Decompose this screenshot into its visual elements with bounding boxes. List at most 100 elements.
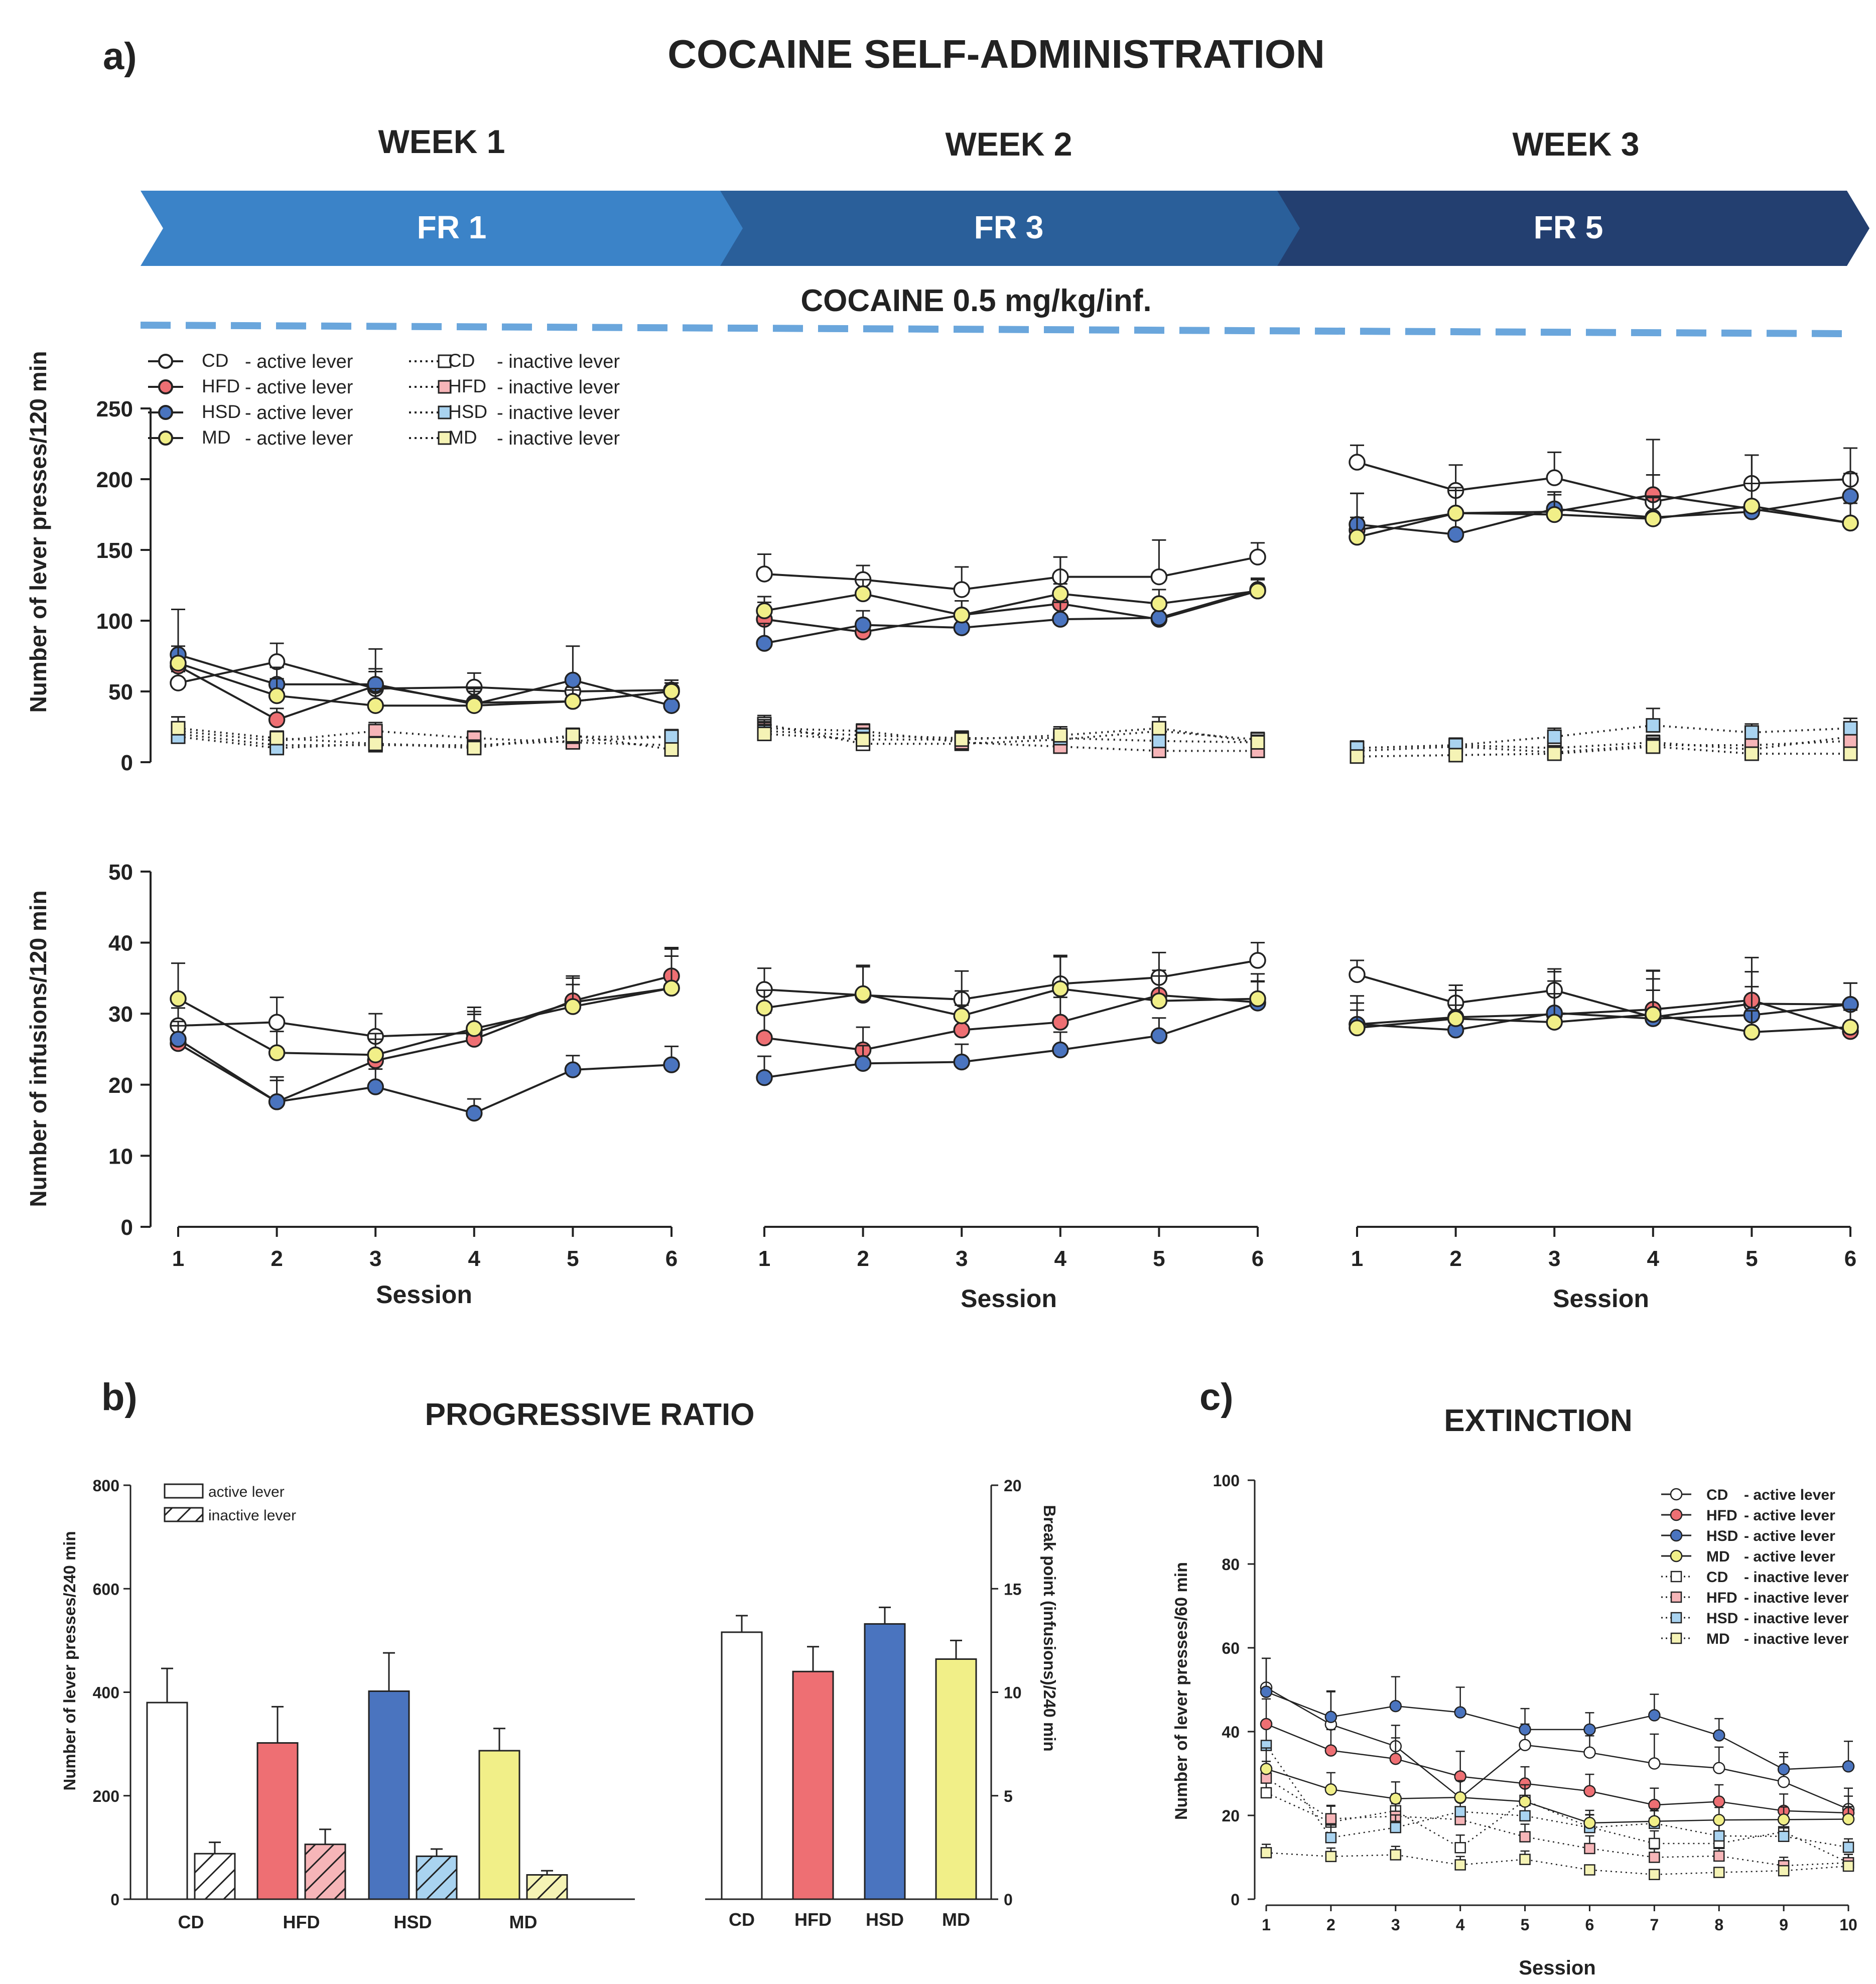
lever-w3-inactive-md-marker — [1744, 746, 1759, 761]
pr-lever-category-label: MD — [509, 1912, 538, 1932]
legend-hfd-inactive-marker — [438, 380, 452, 394]
legend-c-md-group: MD — [1706, 1631, 1730, 1647]
extinction-active-hfd-marker — [1389, 1753, 1402, 1765]
extinction-active-hsd-marker — [1648, 1709, 1661, 1722]
lever-w2-inactive-md-marker — [757, 727, 772, 742]
lever-w2-active-hfd-line — [764, 590, 1258, 633]
lever-w3-active-cd-marker — [1349, 454, 1366, 471]
pr-active-md-bar — [478, 1750, 520, 1900]
panel-c-label: c) — [1199, 1376, 1234, 1419]
breakpoint-cd-bar — [721, 1631, 763, 1900]
infusions-w2-md-marker — [1249, 990, 1266, 1008]
infusions-w2-md-marker — [756, 1000, 773, 1017]
infusions-w2-hfd-marker — [1052, 1014, 1069, 1031]
infusions-x-tick-label: 6 — [1844, 1246, 1856, 1271]
infusions-w2-hfd-line — [764, 994, 1258, 1051]
lever-w3-active-hfd-line — [1357, 493, 1851, 531]
extinction-active-hsd-marker — [1583, 1723, 1596, 1736]
infusions-x-tick-label: 1 — [172, 1246, 184, 1271]
extinction-active-cd-marker — [1777, 1775, 1790, 1788]
lever-w3-inactive-hsd-line — [1357, 724, 1851, 749]
extinction-inactive-md-line — [1266, 1852, 1849, 1875]
lever-w3-active-hsd-line — [1357, 495, 1851, 536]
infusions-w1-hsd-marker — [466, 1104, 483, 1122]
extinction-inactive-hsd-marker — [1454, 1806, 1466, 1817]
lever-presses-y-axis-label: Number of lever presses/120 min — [25, 351, 51, 713]
legend-hfd-group: HFD — [202, 376, 240, 396]
week-1-label: WEEK 1 — [378, 123, 505, 160]
infusions-y-tick-label: 30 — [108, 1002, 133, 1027]
extinction-active-md-marker — [1583, 1816, 1596, 1829]
infusions-w2-md-line — [764, 987, 1258, 1017]
infusions-w1-hsd-marker — [564, 1061, 582, 1078]
extinction-y-axis-label: Number of lever presses/60 min — [1172, 1562, 1191, 1820]
lever-w1-inactive-md-line — [178, 727, 672, 751]
infusions-x-tick-label: 4 — [1054, 1246, 1067, 1271]
breakpoint-category-label: HSD — [866, 1909, 904, 1930]
lever-w1-active-md-line — [178, 662, 672, 707]
lever-w1-active-hsd-marker — [564, 671, 582, 689]
lever-w3-active-md-marker — [1743, 497, 1761, 515]
infusions-w2-hfd-marker — [756, 1029, 773, 1047]
infusions-w1-md-marker — [466, 1020, 483, 1037]
legend-hsd-inactive-text: - inactive lever — [497, 402, 620, 423]
extinction-x-tick-label: 4 — [1456, 1916, 1465, 1934]
lever-w1-active-hsd-line — [178, 653, 672, 707]
infusions-x-tick-label: 5 — [567, 1246, 579, 1271]
infusions-x-tick-label: 1 — [758, 1246, 770, 1271]
fr5-label: FR 5 — [1534, 209, 1603, 245]
cocaine-dose-label: COCAINE 0.5 mg/kg/inf. — [800, 284, 1151, 318]
infusions-x-tick-label: 3 — [369, 1246, 381, 1271]
infusions-x-tick-label: 6 — [665, 1246, 678, 1271]
pr-lever-y-tick-label: 600 — [93, 1580, 119, 1598]
legend-c-md-active-marker — [1670, 1549, 1683, 1563]
extinction-session-label: Session — [1519, 1957, 1595, 1979]
week-2-session-label: Session — [961, 1285, 1057, 1313]
lever-w1-active-cd-marker — [170, 674, 187, 691]
infusions-w3-md-marker — [1842, 1019, 1859, 1036]
infusions-w3-hsd-line — [1357, 1003, 1851, 1031]
extinction-active-hfd-marker — [1712, 1795, 1725, 1808]
extinction-active-hsd-marker — [1260, 1685, 1273, 1698]
legend-b-inactive-swatch — [164, 1507, 204, 1522]
infusions-w1-md-marker — [367, 1046, 384, 1064]
legend-hsd-active-marker — [158, 405, 173, 420]
infusions-w2-md-marker — [1052, 980, 1069, 998]
infusions-w3-hfd-line — [1357, 999, 1851, 1033]
extinction-inactive-md-marker — [1454, 1859, 1466, 1871]
infusions-w3-md-marker — [1743, 1024, 1761, 1041]
legend-c-hfd-text: - active lever — [1744, 1507, 1835, 1524]
infusions-w3-md-marker — [1546, 1014, 1563, 1031]
lever-y-tick-label: 100 — [96, 609, 133, 634]
extinction-active-hfd-marker — [1583, 1785, 1596, 1797]
lever-y-tick-label: 150 — [96, 538, 133, 563]
extinction-inactive-hsd-marker — [1842, 1841, 1854, 1853]
legend-hfd-active-text: - active lever — [245, 377, 353, 398]
lever-w2-active-hsd-marker — [756, 635, 773, 652]
infusions-w1-md-marker — [564, 998, 582, 1015]
legend-c-hsd-inactive-marker — [1670, 1612, 1682, 1624]
breakpoint-hsd-bar — [864, 1623, 906, 1900]
infusions-w2-hsd-line — [764, 1002, 1258, 1079]
extinction-inactive-hfd-marker — [1519, 1831, 1531, 1843]
infusions-w2-cd-marker — [1249, 952, 1266, 969]
lever-w1-inactive-hsd-marker — [664, 729, 679, 744]
lever-w2-active-md-marker — [953, 606, 970, 624]
legend-c-hfd-group: HFD — [1706, 1507, 1737, 1524]
infusions-y-tick-label: 20 — [108, 1073, 133, 1098]
legend-c-hfd-text: - inactive lever — [1744, 1590, 1849, 1606]
lever-w2-active-md-marker — [854, 585, 872, 603]
panel-b-label: b) — [101, 1376, 138, 1419]
extinction-x-tick-label: 7 — [1650, 1916, 1659, 1934]
breakpoint-y-tick-label: 10 — [1004, 1684, 1022, 1702]
lever-w1-active-hfd-marker — [268, 711, 286, 729]
lever-w1-active-md-marker — [367, 697, 384, 714]
cocaine-dose-dash-line — [140, 322, 1847, 337]
extinction-x-tick-label: 2 — [1326, 1916, 1335, 1934]
lever-w1-inactive-md-marker — [565, 728, 580, 743]
legend-hsd-inactive-group: HSD — [448, 401, 487, 422]
lever-w2-active-hsd-marker — [1052, 611, 1069, 628]
extinction-inactive-hfd-marker — [1713, 1850, 1725, 1862]
infusions-w1-cd-marker — [268, 1014, 286, 1031]
